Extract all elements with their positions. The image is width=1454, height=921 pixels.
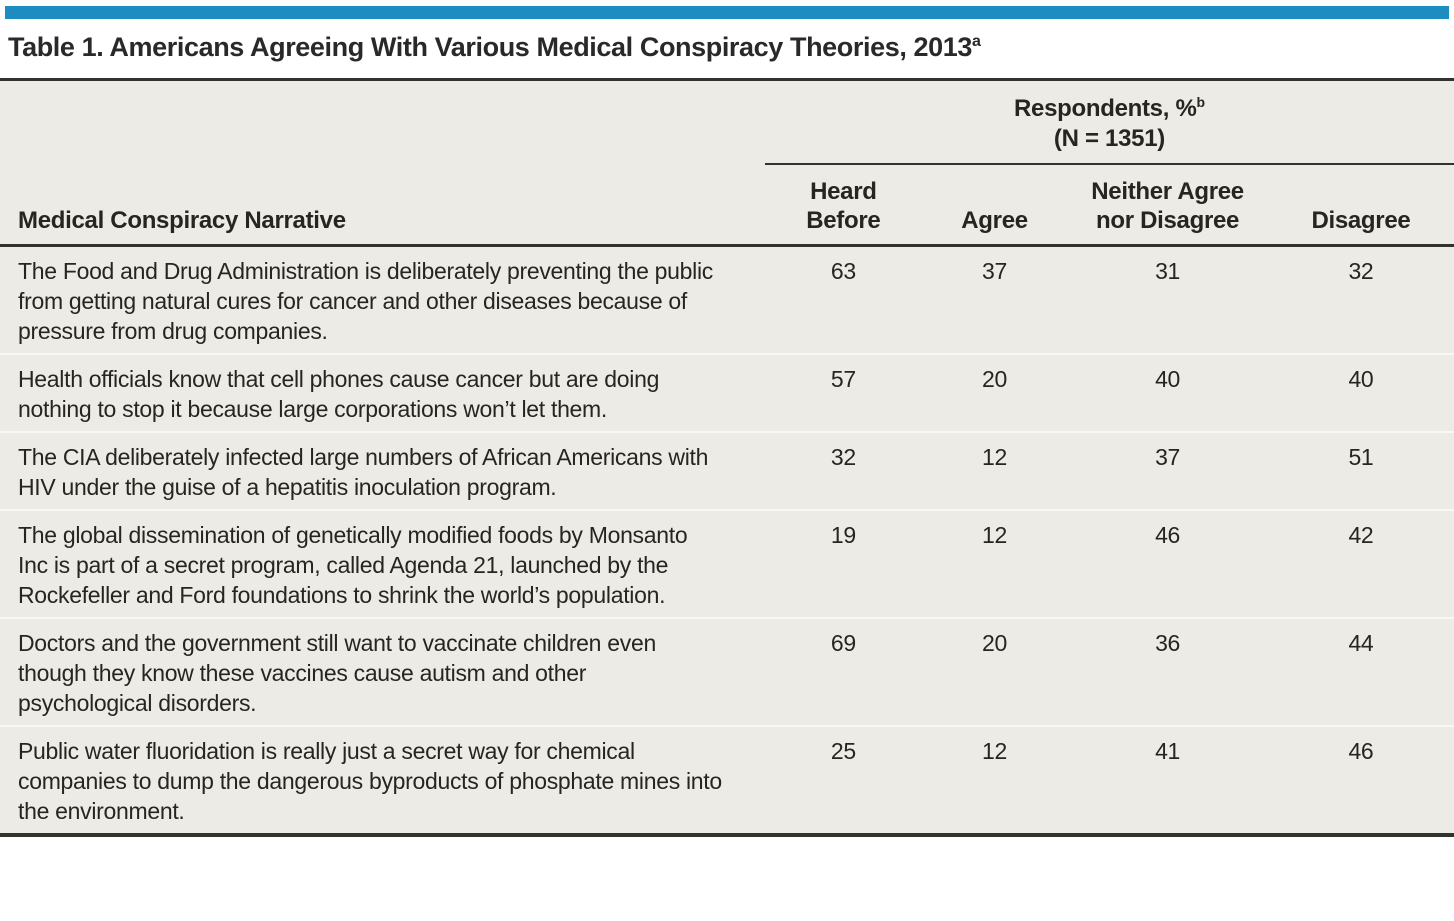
respondents-spanner: Respondents, %b (N = 1351) [764,81,1454,165]
value-cell-disagree: 51 [1267,431,1454,510]
table-title-footnote-mark: a [972,33,981,50]
narrative-cell: Health officials know that cell phones c… [0,353,765,432]
value-cell-disagree: 44 [1267,617,1454,726]
value-cell-disagree: 40 [1267,353,1454,432]
value-cell-heard: 63 [830,258,856,284]
column-header-heard-before: Heard Before [764,164,922,247]
column-header-narrative: Medical Conspiracy Narrative [0,164,765,247]
table-row: Doctors and the government still want to… [0,617,1454,726]
table-row: The Food and Drug Administration is deli… [0,246,1454,355]
table-row: The global dissemination of genetically … [0,509,1454,618]
spanner-stub-spacer [0,81,765,164]
value-cell-agree: 12 [921,725,1068,833]
narrative-cell: The Food and Drug Administration is deli… [18,258,713,344]
column-header-agree: Agree [921,164,1068,247]
respondents-spanner-label: Respondents, % [1014,95,1197,122]
value-cell-heard: 25 [764,725,922,833]
table-row: Health officials know that cell phones c… [0,353,1454,432]
value-cell-agree: 12 [921,431,1068,510]
value-cell-heard: 32 [764,431,922,510]
value-cell-neither: 37 [1067,431,1268,510]
column-header-row: Medical Conspiracy Narrative Heard Befor… [0,164,1454,247]
table-title: Table 1. Americans Agreeing With Various… [0,19,1454,78]
value-cell-disagree: 42 [1267,509,1454,618]
value-cell-disagree: 46 [1267,725,1454,833]
value-cell-agree: 37 [982,258,1008,284]
value-cell-neither: 41 [1067,725,1268,833]
column-header-disagree: Disagree [1267,164,1454,247]
table-title-text: Table 1. Americans Agreeing With Various… [8,32,972,62]
value-cell-neither: 40 [1067,353,1268,432]
column-header-neither: Neither Agree nor Disagree [1067,164,1268,247]
conspiracy-table: Respondents, %b (N = 1351) Medical Consp… [0,81,1454,833]
respondents-spanner-n: (N = 1351) [1053,125,1165,152]
value-cell-heard: 57 [764,353,922,432]
spanner-row: Respondents, %b (N = 1351) [0,81,1454,165]
respondents-spanner-footnote-mark: b [1196,94,1206,110]
value-cell-agree: 20 [921,617,1068,726]
value-cell-heard: 19 [764,509,922,618]
value-cell-agree: 20 [921,353,1068,432]
value-cell-heard: 69 [764,617,922,726]
value-cell-neither: 36 [1067,617,1268,726]
value-cell-agree: 12 [921,509,1068,618]
value-cell-disagree: 32 [1348,258,1374,284]
table-row: The CIA deliberately infected large numb… [0,431,1454,510]
accent-bar [5,6,1449,19]
narrative-cell: The global dissemination of genetically … [0,509,765,618]
narrative-cell: Public water fluoridation is really just… [0,725,765,833]
narrative-cell: Doctors and the government still want to… [0,617,765,726]
narrative-cell: The CIA deliberately infected large numb… [0,431,765,510]
table-block: Respondents, %b (N = 1351) Medical Consp… [0,78,1454,837]
value-cell-neither: 31 [1155,258,1181,284]
table-row: Public water fluoridation is really just… [0,725,1454,833]
value-cell-neither: 46 [1067,509,1268,618]
